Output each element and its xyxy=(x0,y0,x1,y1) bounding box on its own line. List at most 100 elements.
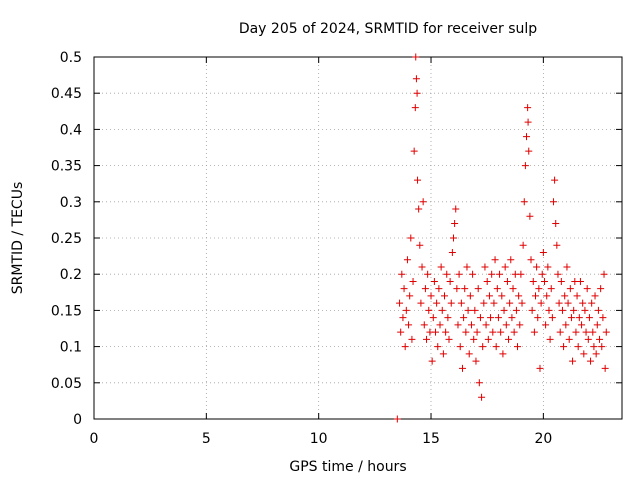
data-point xyxy=(555,299,563,307)
y-axis-label: SRMTID / TECUs xyxy=(10,182,26,295)
data-point xyxy=(529,277,537,285)
data-point xyxy=(499,350,507,358)
data-point xyxy=(434,343,442,351)
data-point xyxy=(424,270,432,278)
y-tick-label: 0.2 xyxy=(60,267,82,283)
data-point xyxy=(515,292,523,300)
data-point xyxy=(478,393,486,401)
x-tick-label: 15 xyxy=(422,431,440,447)
data-points xyxy=(393,53,610,423)
y-tick-label: 0.3 xyxy=(60,195,82,211)
data-point xyxy=(543,292,551,300)
data-point xyxy=(582,328,590,336)
x-axis-label: GPS time / hours xyxy=(289,459,406,475)
data-point xyxy=(435,285,443,293)
data-point xyxy=(454,321,462,329)
x-tick-label: 5 xyxy=(202,431,211,447)
data-point xyxy=(443,270,451,278)
data-point xyxy=(545,306,553,314)
data-point xyxy=(498,292,506,300)
data-point xyxy=(407,234,415,242)
chart-title: Day 205 of 2024, SRMTID for receiver sul… xyxy=(239,21,537,37)
data-point xyxy=(427,292,435,300)
data-point xyxy=(507,256,515,264)
data-point xyxy=(423,335,431,343)
data-point xyxy=(420,321,428,329)
data-point xyxy=(493,285,501,293)
data-point xyxy=(481,263,489,271)
data-point xyxy=(588,299,596,307)
data-point xyxy=(525,147,533,155)
data-point xyxy=(579,299,587,307)
data-point xyxy=(548,314,556,322)
data-point xyxy=(458,364,466,372)
data-point xyxy=(485,292,493,300)
data-point xyxy=(471,306,479,314)
data-point xyxy=(437,263,445,271)
data-point xyxy=(441,292,449,300)
data-point xyxy=(533,263,541,271)
data-point xyxy=(406,292,414,300)
data-point xyxy=(469,270,477,278)
data-point xyxy=(470,335,478,343)
data-point xyxy=(500,306,508,314)
data-point xyxy=(403,256,411,264)
data-point xyxy=(409,277,417,285)
x-tick-label: 10 xyxy=(310,431,328,447)
y-tick-label: 0.15 xyxy=(51,303,82,319)
axis-ticks: 0 0.05 0.1 0.15 0.2 0.25 0.3 0.35 0.4 0.45 0.5 0 5 10… xyxy=(51,50,622,447)
data-point xyxy=(503,277,511,285)
data-point xyxy=(418,263,426,271)
data-point xyxy=(405,321,413,329)
data-point xyxy=(542,321,550,329)
data-point xyxy=(547,285,555,293)
y-tick-label: 0.25 xyxy=(51,231,82,247)
data-point xyxy=(552,220,560,228)
data-point xyxy=(557,277,565,285)
data-point xyxy=(565,335,573,343)
data-point xyxy=(396,299,404,307)
data-point xyxy=(560,343,568,351)
data-point xyxy=(531,292,539,300)
data-point xyxy=(410,147,418,155)
data-point xyxy=(430,277,438,285)
data-point xyxy=(411,104,419,112)
data-point xyxy=(462,328,470,336)
data-point xyxy=(484,335,492,343)
y-tick-label: 0.4 xyxy=(60,122,82,138)
data-point xyxy=(520,198,528,206)
data-point xyxy=(566,285,574,293)
data-point xyxy=(444,314,452,322)
data-point xyxy=(415,205,423,213)
data-point xyxy=(413,89,421,97)
data-point xyxy=(523,133,531,141)
data-point xyxy=(508,314,516,322)
y-tick-label: 0 xyxy=(73,412,82,428)
data-point xyxy=(479,343,487,351)
data-point xyxy=(524,104,532,112)
data-point xyxy=(589,328,597,336)
data-point xyxy=(546,335,554,343)
data-point xyxy=(572,328,580,336)
data-point xyxy=(429,314,437,322)
data-point xyxy=(457,299,465,307)
data-point xyxy=(592,350,600,358)
data-point xyxy=(583,285,591,293)
data-point xyxy=(449,234,457,242)
data-point xyxy=(514,343,522,351)
data-point xyxy=(599,314,607,322)
data-point xyxy=(487,314,495,322)
data-point xyxy=(408,335,416,343)
data-point xyxy=(463,263,471,271)
data-point xyxy=(416,241,424,249)
data-point xyxy=(428,357,436,365)
data-point xyxy=(442,328,450,336)
data-point xyxy=(473,328,481,336)
data-point xyxy=(538,270,546,278)
data-point xyxy=(598,343,606,351)
data-point xyxy=(447,299,455,307)
data-point xyxy=(488,270,496,278)
data-point xyxy=(594,306,602,314)
data-point xyxy=(464,306,472,314)
data-point xyxy=(527,256,535,264)
